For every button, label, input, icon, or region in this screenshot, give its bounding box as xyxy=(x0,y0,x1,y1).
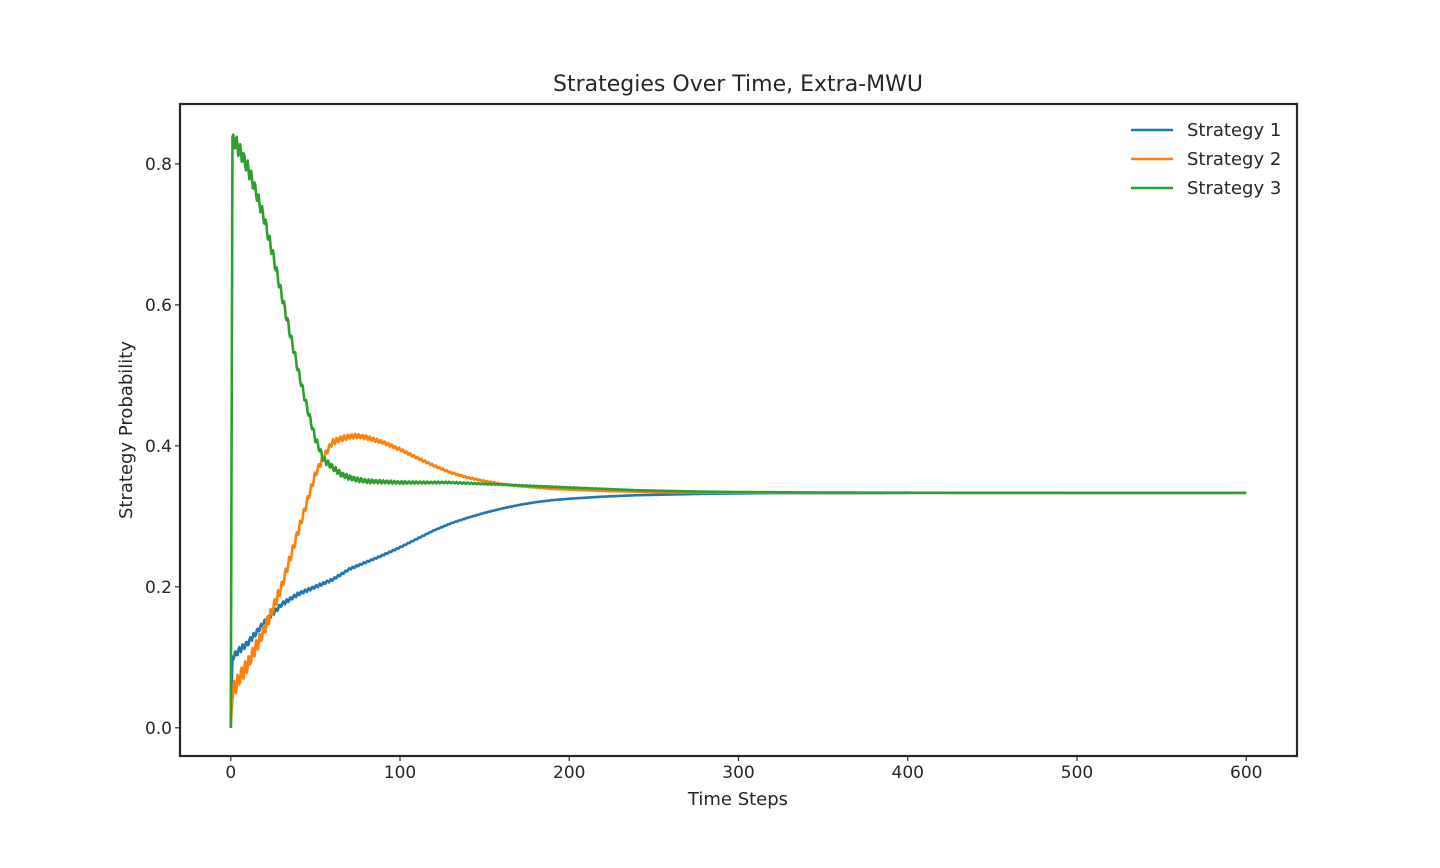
x-axis-label: Time Steps xyxy=(687,789,788,810)
legend-label-2: Strategy 2 xyxy=(1187,149,1281,170)
x-tick-label: 600 xyxy=(1230,763,1262,783)
y-tick-label: 0.4 xyxy=(145,437,172,457)
y-axis-label: Strategy Probability xyxy=(116,341,137,519)
x-tick-label: 500 xyxy=(1061,763,1093,783)
axes-layer: 0 100 200 300 400 500 600 0.0 0.2 0.4 0.6 0.8 xyxy=(145,102,1299,783)
y-tick-label: 0.0 xyxy=(145,719,172,739)
x-tick-label: 0 xyxy=(225,763,236,783)
x-tick-label: 100 xyxy=(384,763,416,783)
legend-label-1: Strategy 1 xyxy=(1187,120,1281,141)
chart-title: Strategies Over Time, Extra-MWU xyxy=(553,72,923,97)
y-tick-label: 0.6 xyxy=(145,296,172,316)
legend-label-3: Strategy 3 xyxy=(1187,178,1281,199)
x-tick-label: 300 xyxy=(722,763,754,783)
y-tick-label: 0.8 xyxy=(145,155,172,175)
series-layer xyxy=(229,133,1247,728)
x-tick-label: 200 xyxy=(553,763,585,783)
x-tick-label: 400 xyxy=(892,763,924,783)
y-tick-label: 0.2 xyxy=(145,578,172,598)
legend: Strategy 1 Strategy 2 Strategy 3 xyxy=(1131,120,1281,199)
series-line-3 xyxy=(229,133,1247,728)
